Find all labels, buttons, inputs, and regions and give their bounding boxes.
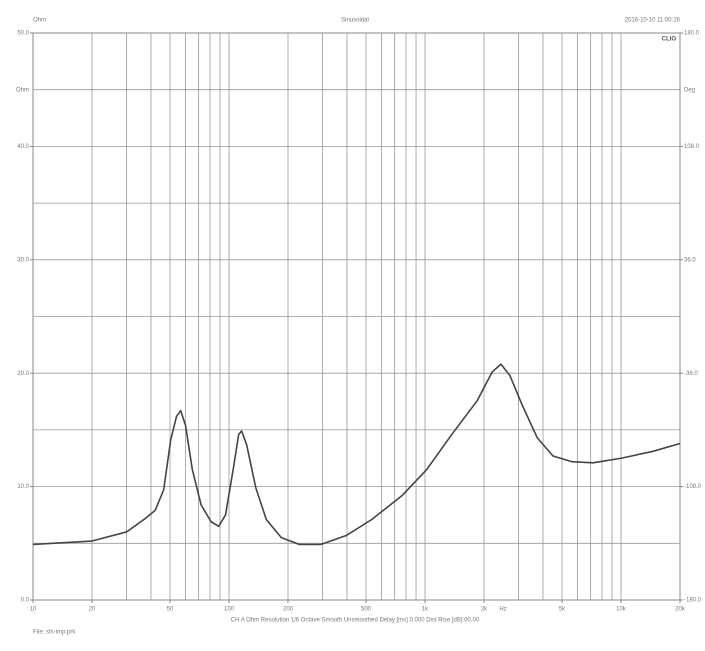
x-tick-label: 20 xyxy=(89,607,96,613)
file-label: File: sfs-imp.prk xyxy=(33,630,76,636)
x-tick-label: 2k xyxy=(481,607,488,613)
x-tick-label: 20k xyxy=(675,607,686,613)
y-tick-label: 30.0 xyxy=(17,257,29,263)
y2-tick-label: -180.0 xyxy=(684,598,702,604)
timestamp: 2016-10-10 11:00:26 xyxy=(625,18,681,24)
x-tick-label: 50 xyxy=(167,607,174,613)
y2-tick-label: -36.0 xyxy=(684,371,698,377)
x-tick-label: 200 xyxy=(283,607,294,613)
y-tick-label: 10.0 xyxy=(17,484,29,490)
footer: CH A Ohm Resolution 1/6 Octave Smooth Un… xyxy=(231,618,480,624)
x-tick-label: 1k xyxy=(422,607,429,613)
y-tick-label: 40.0 xyxy=(17,144,29,150)
y-unit-label: Ohm xyxy=(16,87,29,93)
impedance-curve xyxy=(32,363,681,546)
chart-title: Sinusoidal xyxy=(341,18,369,24)
y2-unit-label: Deg xyxy=(684,87,695,93)
y-unit-top: Ohm xyxy=(33,18,46,24)
y2-tick-label: 108.0 xyxy=(684,144,700,150)
y2-tick-label: 36.0 xyxy=(684,257,696,263)
y-tick-label: 50.0 xyxy=(17,31,29,37)
y-tick-label: 20.0 xyxy=(17,371,29,377)
x-tick-label: 10 xyxy=(30,607,37,613)
x-tick-label: 5k xyxy=(559,607,566,613)
x-tick-label: 10k xyxy=(616,607,627,613)
x-unit-label: Hz xyxy=(499,607,506,613)
x-tick-label: 100 xyxy=(224,607,235,613)
x-tick-label: 500 xyxy=(361,607,372,613)
y-tick-label: 0.0 xyxy=(21,598,30,604)
y2-tick-label: 180.0 xyxy=(684,31,700,37)
brand: CLIO xyxy=(662,37,677,43)
y2-tick-label: -108.0 xyxy=(684,484,702,490)
